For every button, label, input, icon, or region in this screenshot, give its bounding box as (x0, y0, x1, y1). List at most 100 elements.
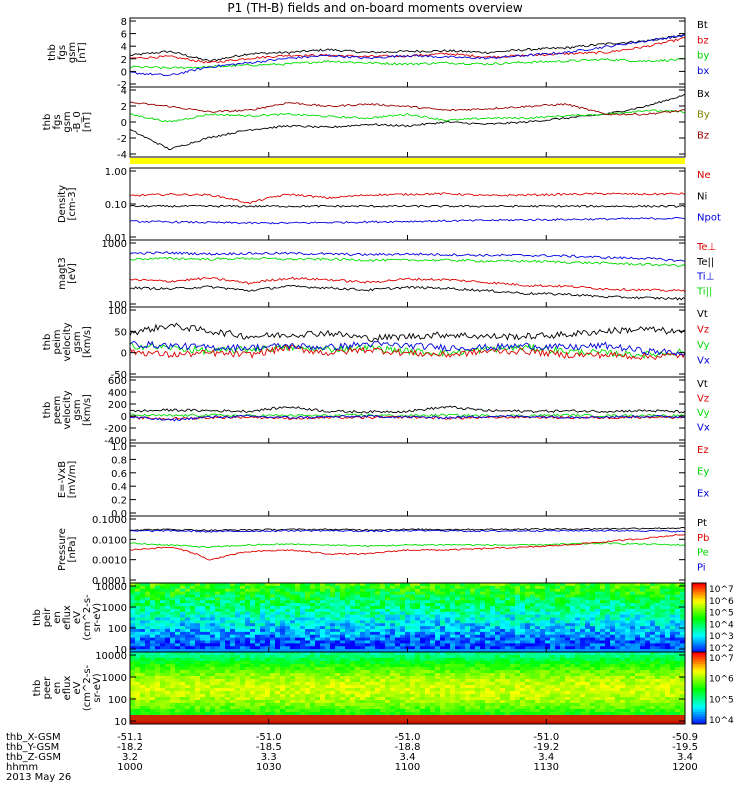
heatmap-cell (360, 676, 366, 680)
heatmap-cell (495, 623, 501, 627)
heatmap-cell (550, 667, 556, 671)
heatmap-cell (375, 664, 381, 668)
heatmap-cell (435, 623, 441, 627)
heatmap-cell (175, 583, 181, 587)
heatmap-cell (215, 606, 221, 610)
heatmap-cell (445, 700, 451, 704)
heatmap-cell (435, 634, 441, 639)
heatmap-cell (650, 649, 656, 653)
heatmap-cell (210, 623, 216, 627)
heatmap-cell (215, 623, 221, 627)
heatmap-cell (305, 597, 311, 601)
heatmap-cell (355, 643, 361, 647)
heatmap-cell (540, 646, 546, 650)
heatmap-cell (185, 682, 191, 686)
heatmap-cell (365, 614, 371, 619)
heatmap-cell (290, 643, 296, 647)
heatmap-cell (570, 631, 576, 636)
heatmap-cell (290, 588, 296, 593)
heatmap-cell (550, 606, 556, 610)
heatmap-cell (140, 652, 146, 656)
heatmap-cell (170, 637, 176, 642)
heatmap-cell (150, 682, 156, 686)
heatmap-cell (260, 679, 266, 683)
heatmap-cell (365, 664, 371, 668)
heatmap-cell (575, 585, 581, 590)
heatmap-cell (655, 658, 661, 662)
heatmap-cell (370, 685, 376, 689)
heatmap-cell (485, 691, 491, 695)
heatmap-cell (640, 634, 646, 639)
heatmap-cell (155, 700, 161, 704)
heatmap-cell (295, 646, 301, 650)
heatmap-cell (650, 676, 656, 680)
heatmap-cell (370, 664, 376, 668)
heatmap-cell (515, 649, 521, 653)
heatmap-cell (200, 611, 206, 616)
heatmap-cell (650, 603, 656, 607)
heatmap-cell (450, 629, 456, 633)
heatmap-cell (335, 655, 341, 659)
heatmap-cell (670, 603, 676, 607)
heatmap-cell (200, 667, 206, 671)
heatmap-cell (400, 700, 406, 704)
heatmap-cell (535, 667, 541, 671)
heatmap-cell (225, 664, 231, 668)
heatmap-cell (365, 688, 371, 692)
heatmap-cell (200, 631, 206, 636)
heatmap-cell (330, 703, 336, 707)
heatmap-cell (385, 603, 391, 607)
heatmap-cell (665, 631, 671, 636)
heatmap-cell (540, 594, 546, 598)
heatmap-cell (485, 685, 491, 689)
heatmap-cell (250, 640, 256, 644)
heatmap-cell (300, 646, 306, 650)
heatmap-cell (475, 694, 481, 698)
heatmap-cell (670, 670, 676, 674)
heatmap-cell (585, 634, 591, 639)
heatmap-cell (680, 646, 686, 650)
heatmap-cell (435, 700, 441, 704)
heatmap-cell (475, 603, 481, 607)
heatmap-cell (355, 597, 361, 601)
heatmap-cell (555, 617, 561, 621)
heatmap-cell (495, 658, 501, 662)
heatmap-cell (510, 600, 516, 604)
heatmap-cell (365, 594, 371, 598)
heatmap-cell (185, 676, 191, 680)
heatmap-cell (400, 591, 406, 596)
heatmap-cell (145, 685, 151, 689)
heatmap-cell (330, 655, 336, 659)
heatmap-cell (325, 649, 331, 653)
heatmap-cell (550, 608, 556, 613)
panel-9: 10^710^610^510^410^310^210000100010010th… (32, 582, 734, 656)
heatmap-cell (420, 614, 426, 619)
heatmap-cell (640, 688, 646, 692)
heatmap-cell (425, 670, 431, 674)
heatmap-cell (395, 670, 401, 674)
heatmap-cell (370, 703, 376, 707)
heatmap-cell (425, 631, 431, 636)
heatmap-cell (300, 673, 306, 677)
heatmap-cell (355, 691, 361, 695)
heatmap-cell (585, 617, 591, 621)
heatmap-cell (440, 646, 446, 650)
heatmap-cell (490, 697, 496, 701)
heatmap-cell (385, 685, 391, 689)
heatmap-cell (540, 634, 546, 639)
heatmap-cell (450, 676, 456, 680)
heatmap-cell (420, 634, 426, 639)
heatmap-cell (505, 626, 511, 630)
heatmap-cell (235, 640, 241, 644)
heatmap-cell (165, 700, 171, 704)
heatmap-cell (555, 608, 561, 613)
heatmap-cell (245, 700, 251, 704)
heatmap-cell (175, 603, 181, 607)
heatmap-cell (165, 631, 171, 636)
heatmap-cell (635, 623, 641, 627)
heatmap-cell (225, 658, 231, 662)
heatmap-cell (495, 652, 501, 656)
heatmap-cell (240, 697, 246, 701)
heatmap-cell (470, 691, 476, 695)
heatmap-cell (210, 652, 216, 656)
